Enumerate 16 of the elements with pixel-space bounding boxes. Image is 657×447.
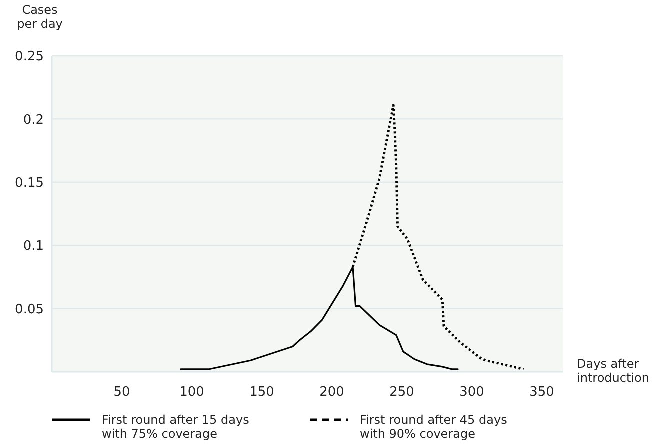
x-tick-label: 250 bbox=[390, 385, 414, 400]
y-axis-title: Cases per day bbox=[17, 3, 63, 31]
legend-label: First round after 45 days with 90% coverage bbox=[360, 413, 508, 441]
y-tick-label: 0.1 bbox=[23, 239, 44, 254]
y-tick-label: 0.15 bbox=[15, 176, 44, 191]
x-tick-label: 150 bbox=[250, 385, 274, 400]
x-axis-title: Days after introduction bbox=[577, 357, 650, 385]
legend-label: First round after 15 days with 75% coverage bbox=[102, 413, 250, 441]
x-tick-label: 300 bbox=[460, 385, 484, 400]
y-tick-label: 0.25 bbox=[15, 50, 44, 65]
x-tick-label: 50 bbox=[114, 385, 130, 400]
y-tick-label: 0.2 bbox=[23, 112, 44, 128]
x-tick-label: 200 bbox=[320, 385, 344, 400]
x-tick-label: 100 bbox=[180, 385, 204, 400]
x-tick-label: 350 bbox=[530, 385, 554, 400]
y-tick-label: 0.05 bbox=[15, 302, 44, 318]
